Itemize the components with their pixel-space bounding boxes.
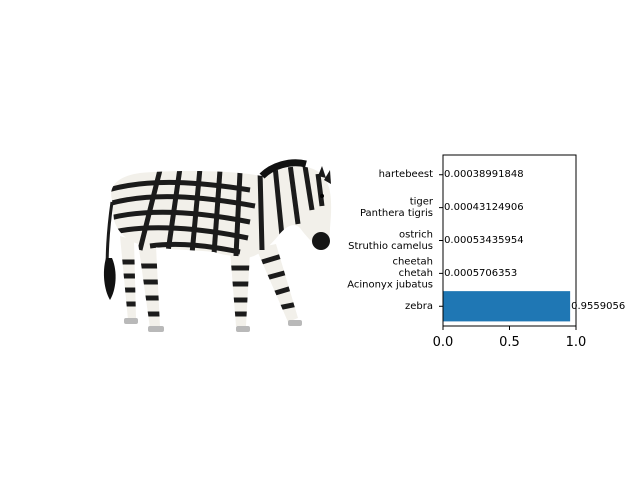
x-tick-label: 0.0 [433,335,454,350]
zebra-image [103,159,332,332]
bar-value-label: 0.00038991848 [444,169,524,180]
bar-value-label: 0.9559056 [571,301,625,312]
x-tick-label: 1.0 [566,335,587,350]
bar [443,291,571,322]
x-axis-ticks: 0.0 0.5 1.0 [433,326,587,350]
y-tick-label: zebra [405,301,433,312]
value-labels: 0.9559056 0.0005706353 0.00053435954 0.0004… [444,169,625,312]
y-tick-label: cheetah chetah Acinonyx jubatus [347,256,433,290]
y-tick-label: tiger Panthera tigris [360,196,434,219]
bar-chart: 0.9559056 0.0005706353 0.00053435954 0.0004… [347,154,625,350]
y-axis-ticks: zebra cheetah chetah Acinonyx jubatus ostric… [347,169,443,312]
bar-value-label: 0.00053435954 [444,235,524,246]
y-tick-label: hartebeest [379,169,434,180]
x-tick-label: 0.5 [499,335,520,350]
bar-value-label: 0.0005706353 [444,268,517,279]
bar-value-label: 0.00043124906 [444,202,524,213]
bars [443,159,571,322]
y-tick-label: ostrich Struthio camelus [348,229,433,252]
